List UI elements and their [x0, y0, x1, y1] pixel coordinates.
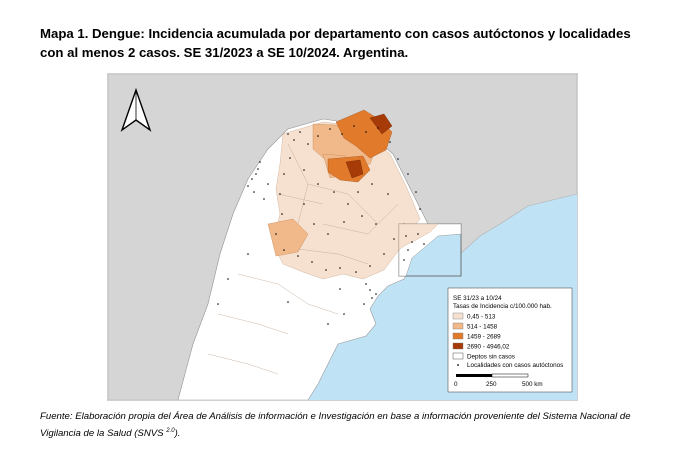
scale-tick-250: 250: [486, 381, 497, 388]
legend-swatch-class-4: [452, 342, 464, 350]
legend-locality-dot: [457, 364, 459, 366]
scale-tick-0: 0: [454, 381, 458, 388]
footer-superscript: 2.0: [166, 428, 175, 434]
legend-swatch-class-1: [452, 312, 464, 320]
incidence-zone-low: [272, 121, 421, 280]
source-footer: Fuente: Elaboración propia del Área de A…: [40, 410, 650, 441]
department-borders: [207, 143, 399, 375]
scale-tick-500: 500 km: [522, 381, 543, 388]
legend-label-no-cases: Deptos sin casos: [467, 354, 515, 361]
incidence-zone-very-high: [345, 159, 364, 179]
inset-map-amba: [398, 223, 462, 277]
scale-bar: 0 250 500 km: [454, 373, 543, 388]
incidence-zone-mid-center: [267, 218, 309, 257]
legend-subtitle: Tasas de Incidencia c/100.000 hab.: [453, 303, 552, 310]
map-legend: SE 31/23 a 10/24 Tasas de Incidencia c/1…: [447, 287, 573, 393]
legend-swatch-no-cases: [452, 352, 464, 360]
legend-label-class-2: 514 - 1458: [467, 324, 498, 331]
north-arrow-icon: [120, 87, 152, 132]
legend-label-class-1: 0,45 - 513: [467, 314, 496, 321]
legend-swatch-class-3: [452, 332, 464, 340]
map-title: Mapa 1. Dengue: Incidencia acumulada por…: [40, 26, 631, 60]
footer-tail: ).: [174, 428, 181, 440]
legend-label-class-3: 1459 - 2689: [467, 334, 501, 341]
legend-period: SE 31/23 a 10/24: [453, 295, 502, 302]
footer-text: Fuente: Elaboración propia del Área de A…: [40, 411, 631, 440]
legend-swatch-class-2: [452, 322, 464, 330]
map-figure: SE 31/23 a 10/24 Tasas de Incidencia c/1…: [107, 73, 578, 401]
legend-label-localities: Localidades con casos autóctonos: [467, 362, 563, 369]
legend-label-class-4: 2690 - 4946,02: [467, 344, 510, 351]
